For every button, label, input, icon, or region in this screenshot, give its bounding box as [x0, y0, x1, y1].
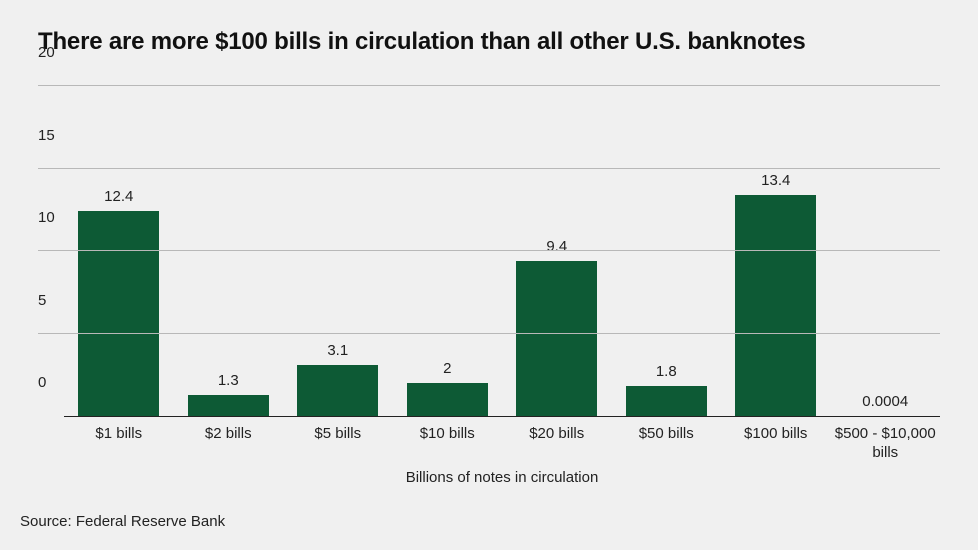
bar-value-label: 0.0004	[862, 393, 908, 410]
bar-value-label: 13.4	[761, 172, 790, 189]
bar	[516, 261, 597, 416]
bar-value-label: 12.4	[104, 188, 133, 205]
bars-row: 12.4 1.3 3.1 2 9.4 1.8 13.4 0.0004	[64, 86, 940, 416]
y-tick-label: 10	[38, 209, 55, 230]
bar-slot: 1.3	[174, 86, 284, 416]
bar	[735, 195, 816, 416]
x-category-label: $100 bills	[721, 417, 831, 463]
bar-slot: 9.4	[502, 86, 612, 416]
bar-slot: 3.1	[283, 86, 393, 416]
x-axis-categories: $1 bills$2 bills$5 bills$10 bills$20 bil…	[64, 416, 940, 463]
x-category-label: $2 bills	[174, 417, 284, 463]
grid-line	[38, 250, 940, 251]
x-category-label: $50 bills	[612, 417, 722, 463]
y-tick-label: 20	[38, 44, 55, 65]
bar-slot: 13.4	[721, 86, 831, 416]
bar-slot: 1.8	[612, 86, 722, 416]
bar-value-label: 1.8	[656, 363, 677, 380]
x-category-label: $5 bills	[283, 417, 393, 463]
grid-line	[38, 85, 940, 86]
x-category-label: $500 - $10,000 bills	[831, 417, 941, 463]
plot-area: 12.41.33.129.41.813.40.0004 05101520	[38, 86, 940, 416]
bar	[188, 395, 269, 416]
x-category-label: $1 bills	[64, 417, 174, 463]
bar	[407, 383, 488, 416]
chart-container: There are more $100 bills in circulation…	[0, 0, 978, 550]
bar-slot: 2	[393, 86, 503, 416]
bar-value-label: 3.1	[327, 342, 348, 359]
source-attribution: Source: Federal Reserve Bank	[20, 513, 225, 530]
bar-value-label: 1.3	[218, 372, 239, 389]
bar	[78, 211, 159, 416]
x-category-label: $20 bills	[502, 417, 612, 463]
chart-title: There are more $100 bills in circulation…	[38, 28, 940, 56]
bar-value-label: 2	[443, 360, 451, 377]
x-axis-title: Billions of notes in circulation	[64, 469, 940, 486]
bar-value-label: 9.4	[546, 238, 567, 255]
bar-slot: 12.4	[64, 86, 174, 416]
y-tick-label: 0	[38, 374, 46, 395]
grid-line	[38, 333, 940, 334]
bar-slot: 0.0004	[831, 86, 941, 416]
y-tick-label: 5	[38, 292, 46, 313]
bar	[297, 365, 378, 416]
bar	[626, 386, 707, 416]
y-tick-label: 15	[38, 127, 55, 148]
grid-line	[38, 168, 940, 169]
x-category-label: $10 bills	[393, 417, 503, 463]
